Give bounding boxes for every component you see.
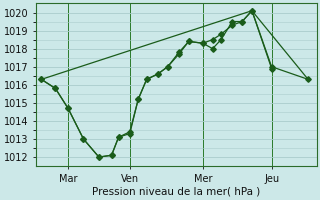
X-axis label: Pression niveau de la mer( hPa ): Pression niveau de la mer( hPa ) bbox=[92, 187, 260, 197]
